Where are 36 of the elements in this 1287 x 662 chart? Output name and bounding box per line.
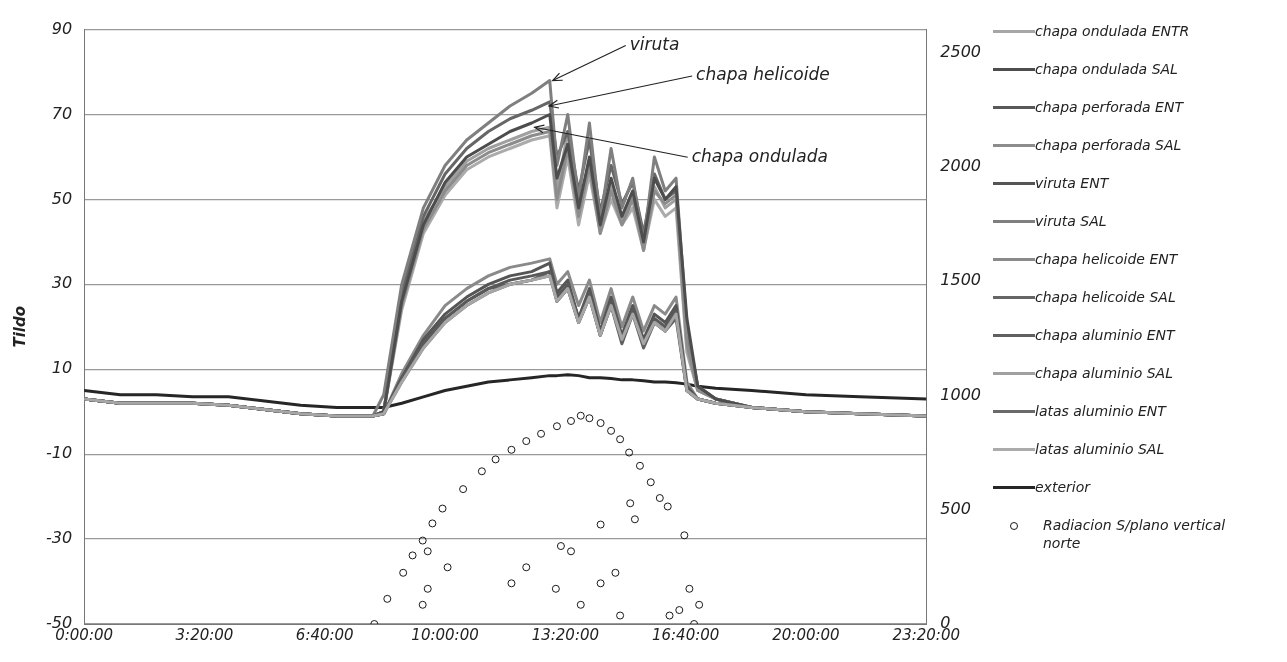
annotation: chapa helicoide [696, 64, 830, 85]
y2-tick-label: 500 [940, 498, 971, 518]
legend-label: chapa aluminio SAL [1035, 364, 1173, 382]
legend-label: chapa perforada SAL [1035, 136, 1182, 154]
y2-tick-label: 2000 [940, 155, 981, 175]
y-tick-label: -30 [45, 528, 73, 548]
x-tick-label: 6:40:00 [295, 625, 354, 644]
legend-label: latas aluminio ENT [1035, 402, 1166, 420]
annotation: viruta [629, 33, 680, 54]
y-axis-title: Tildo [10, 306, 29, 348]
y-tick-label: 90 [51, 18, 73, 38]
x-tick-label: 20:00:00 [772, 625, 840, 644]
legend-label: chapa aluminio ENT [1035, 326, 1175, 344]
legend-label: chapa helicoide SAL [1035, 288, 1176, 306]
x-tick-label: 13:20:00 [531, 625, 600, 644]
legend-label: chapa perforada ENT [1035, 98, 1183, 116]
legend-label: viruta SAL [1035, 212, 1107, 230]
y2-tick-label: 2500 [940, 41, 981, 61]
x-tick-label: 16:40:00 [651, 625, 720, 644]
legend-label: chapa ondulada ENTR [1035, 22, 1190, 40]
y-tick-label: 30 [51, 273, 73, 293]
legend-label: chapa ondulada SAL [1035, 60, 1178, 78]
y-tick-label: -10 [45, 443, 73, 463]
legend-label: viruta ENT [1035, 174, 1109, 192]
y2-tick-label: 1000 [940, 384, 981, 404]
x-tick-label: 10:00:00 [411, 625, 479, 644]
x-tick-label: 3:20:00 [175, 625, 234, 644]
legend-label: latas aluminio SAL [1035, 440, 1165, 458]
legend-label: Radiacion S/plano vertical norte [1042, 516, 1227, 552]
y-tick-label: 10 [51, 358, 73, 378]
legend-label: exterior [1035, 478, 1090, 496]
y-tick-label: 70 [51, 103, 73, 123]
legend-label: chapa helicoide ENT [1035, 250, 1178, 268]
annotation: chapa ondulada [691, 145, 828, 166]
y2-tick-label: 1500 [940, 270, 981, 290]
y-tick-label: 50 [51, 188, 73, 208]
